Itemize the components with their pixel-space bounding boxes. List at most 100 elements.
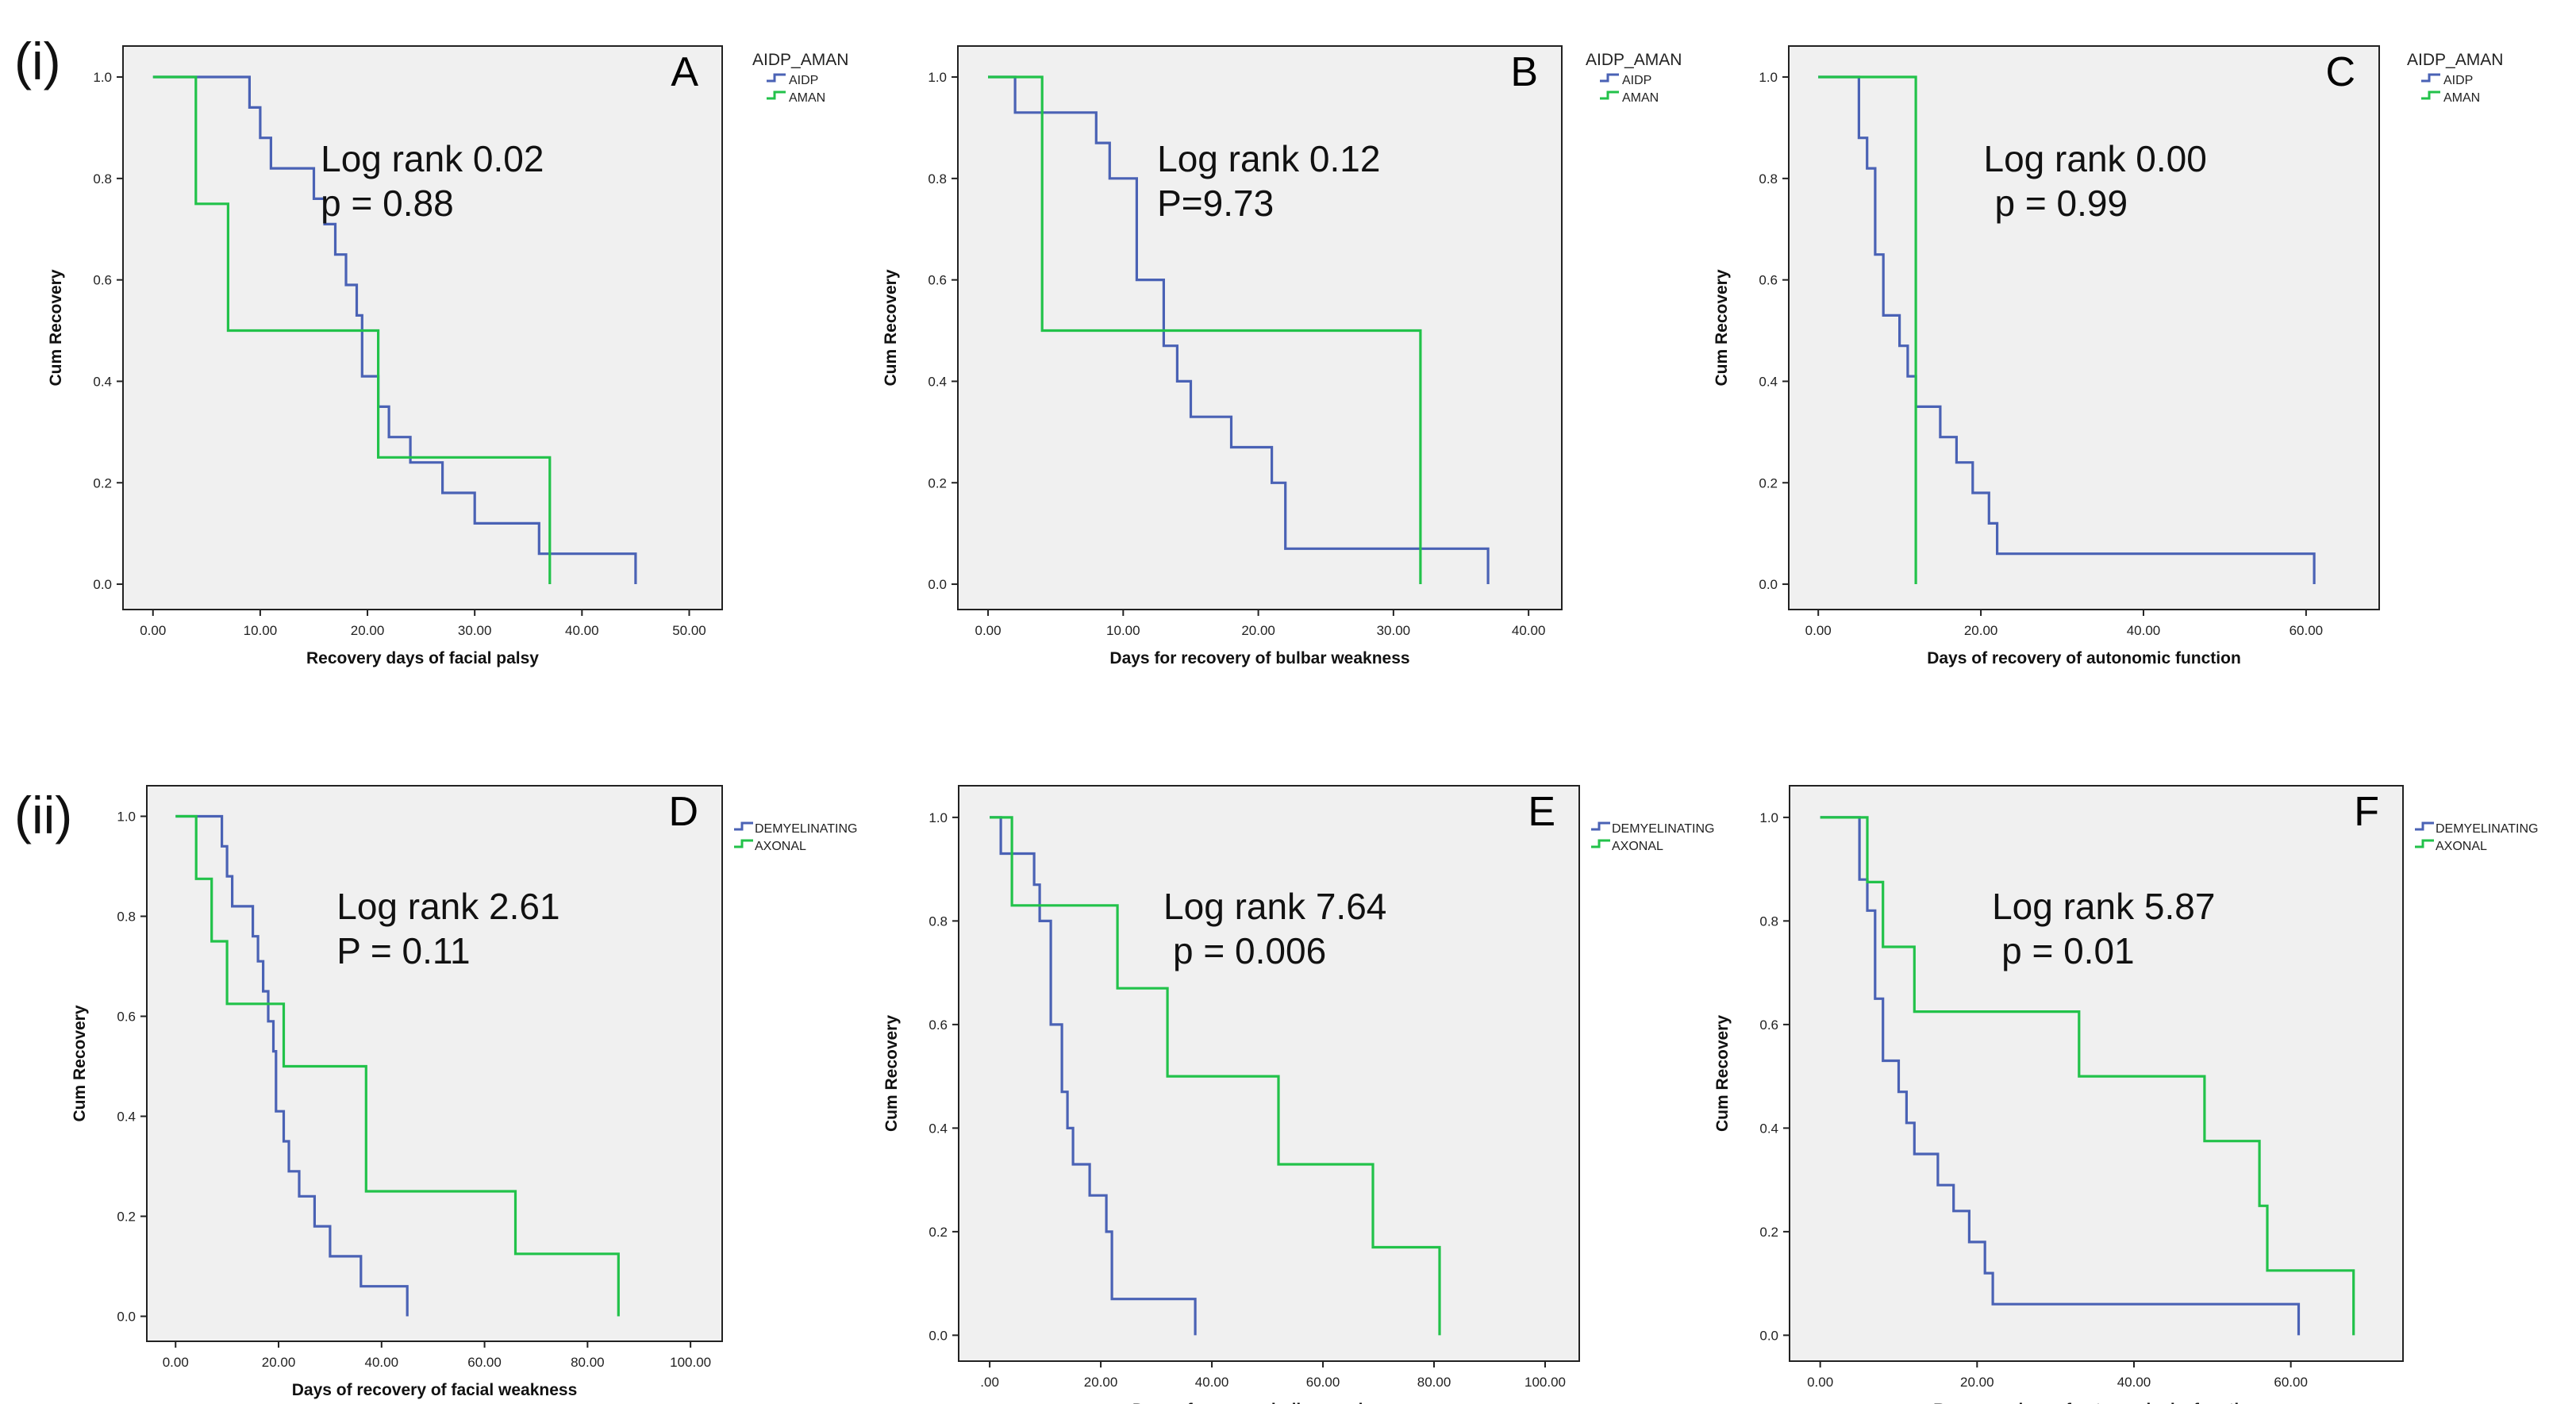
series-line-aman xyxy=(1818,75,1917,584)
panel-letter: F xyxy=(2354,789,2379,835)
chart-panels: 0.0 0.2 0.4 0.6 0.8 1.0 0.00 10.00 20.00 30.00 40.… xyxy=(47,45,2539,1404)
y-tick-label: 0.2 xyxy=(1759,1225,1778,1240)
legend: AIDP_AMAN AIDP AMAN xyxy=(2407,51,2503,105)
y-tick-label: 0.0 xyxy=(1759,577,1778,592)
y-tick-label: 0.8 xyxy=(928,171,947,187)
x-tick-label: 100.00 xyxy=(1524,1375,1566,1390)
panel-letter: E xyxy=(1528,789,1555,835)
x-tick-label: 20.00 xyxy=(1960,1375,1994,1390)
series-line-axonal xyxy=(175,814,620,1317)
y-tick-label: 1.0 xyxy=(1759,70,1778,85)
series-line-aidp xyxy=(988,75,1490,584)
y-tick-label: 0.8 xyxy=(929,914,948,929)
y-tick-label: 0.6 xyxy=(1759,1017,1778,1033)
x-tick-label: 0.00 xyxy=(1805,623,1832,638)
series-line-axonal xyxy=(990,816,1441,1336)
x-tick-label: 20.00 xyxy=(262,1355,296,1370)
y-tick-label: 0.8 xyxy=(1759,914,1778,929)
legend-item: AXONAL xyxy=(755,840,806,853)
plot-area xyxy=(1789,785,2404,1362)
x-tick-label: 40.00 xyxy=(1512,623,1546,638)
y-axis-title: Cum Recovery xyxy=(47,269,65,386)
legend: AIDP_AMAN AIDP AMAN xyxy=(752,51,848,105)
y-tick-label: 0.2 xyxy=(928,475,947,490)
legend-swatch xyxy=(2415,839,2434,848)
series-line-axonal xyxy=(1820,816,2355,1336)
legend-swatch xyxy=(1600,90,1619,100)
log-rank-stat: Log rank 0.12 xyxy=(1157,138,1380,179)
chart-panel-f: 0.0 0.2 0.4 0.6 0.8 1.0 0.00 20.00 40.00 60.00 Rec… xyxy=(1713,785,2539,1404)
series-line-demyelinating xyxy=(1820,816,2301,1336)
x-tick-label: 30.00 xyxy=(458,623,492,638)
chart-panel-c: 0.0 0.2 0.4 0.6 0.8 1.0 0.00 20.00 40.00 60.00 Day… xyxy=(1713,45,2503,667)
legend-swatch xyxy=(2421,73,2440,83)
legend-item: AIDP xyxy=(789,74,818,87)
chart-panel-e: 0.0 0.2 0.4 0.6 0.8 1.0 .00 20.00 40.00 60.00 80.0… xyxy=(882,785,1715,1404)
p-value: P = 0.11 xyxy=(336,930,470,971)
y-tick-label: 0.8 xyxy=(1759,171,1778,187)
chart-panel-a: 0.0 0.2 0.4 0.6 0.8 1.0 0.00 10.00 20.00 30.00 40.… xyxy=(47,45,848,667)
series-line-demyelinating xyxy=(990,816,1197,1336)
x-tick-label: 60.00 xyxy=(467,1355,502,1370)
legend-item: AXONAL xyxy=(2436,840,2487,853)
y-tick-label: 1.0 xyxy=(1759,810,1778,825)
y-tick-label: 0.4 xyxy=(93,374,112,389)
legend-swatch xyxy=(1591,839,1610,848)
legend-item: AMAN xyxy=(2443,91,2480,105)
chart-panel-d: 0.0 0.2 0.4 0.6 0.8 1.0 0.00 20.00 40.00 60.00 80.… xyxy=(71,785,858,1399)
x-axis-title: Recovery days of facial palsy xyxy=(306,649,539,667)
panel-letter: B xyxy=(1510,49,1538,95)
log-rank-stat: Log rank 7.64 xyxy=(1163,886,1386,927)
legend-title: AIDP_AMAN xyxy=(752,51,848,69)
y-tick-label: 1.0 xyxy=(929,810,948,825)
x-tick-label: 60.00 xyxy=(2274,1375,2308,1390)
x-tick-label: 0.00 xyxy=(140,623,166,638)
p-value: p = 0.88 xyxy=(321,183,454,224)
x-axis-title: Days for recovery of bulbar weakness xyxy=(1109,649,1409,667)
plot-area xyxy=(146,785,723,1342)
y-tick-label: 0.8 xyxy=(117,910,136,925)
y-tick-label: 0.2 xyxy=(929,1225,948,1240)
legend: DEMYELINATING AXONAL xyxy=(2415,821,2539,853)
row-label-i: (i) xyxy=(14,32,61,90)
x-tick-label: 30.00 xyxy=(1377,623,1411,638)
legend-swatch xyxy=(2415,821,2434,831)
y-tick-label: 1.0 xyxy=(928,70,947,85)
y-tick-label: 0.2 xyxy=(1759,475,1778,490)
y-tick-label: 0.6 xyxy=(93,273,112,288)
panel-letter: D xyxy=(668,789,698,835)
legend-title: AIDP_AMAN xyxy=(2407,51,2503,69)
legend-item: AIDP xyxy=(1622,74,1651,87)
y-tick-label: 0.4 xyxy=(1759,1121,1778,1136)
y-tick-label: 0.4 xyxy=(117,1110,136,1125)
y-tick-label: 0.6 xyxy=(1759,273,1778,288)
y-tick-label: 0.4 xyxy=(928,374,947,389)
legend-item: DEMYELINATING xyxy=(1612,822,1715,836)
x-tick-label: 0.00 xyxy=(163,1355,189,1370)
y-tick-label: 0.0 xyxy=(928,577,947,592)
legend-item: AIDP xyxy=(2443,74,2473,87)
log-rank-stat: Log rank 0.00 xyxy=(1984,138,2207,179)
x-tick-label: 60.00 xyxy=(2290,623,2324,638)
x-tick-label: 0.00 xyxy=(1807,1375,1833,1390)
p-value: p = 0.01 xyxy=(2001,930,2135,971)
y-tick-label: 0.0 xyxy=(93,577,112,592)
y-axis-title: Cum Recovery xyxy=(1713,269,1731,386)
y-tick-label: 0.0 xyxy=(117,1310,136,1325)
legend-item: AMAN xyxy=(1622,91,1659,105)
x-tick-label: 20.00 xyxy=(351,623,385,638)
x-tick-label: 40.00 xyxy=(2117,1375,2151,1390)
x-tick-label: 20.00 xyxy=(1241,623,1275,638)
y-tick-label: 0.8 xyxy=(93,171,112,187)
y-axis-title: Cum Recovery xyxy=(71,1005,89,1121)
legend: DEMYELINATING AXONAL xyxy=(1591,821,1715,853)
x-axis-title: Days of recovery bulbar weakness xyxy=(1132,1401,1405,1404)
y-axis-title: Cum Recovery xyxy=(1713,1015,1732,1132)
legend: AIDP_AMAN AIDP AMAN xyxy=(1586,51,1682,105)
legend: DEMYELINATING AXONAL xyxy=(734,821,858,853)
panel-letter: A xyxy=(671,49,698,95)
series-line-aman xyxy=(152,75,552,584)
legend-swatch xyxy=(1600,73,1619,83)
x-tick-label: 80.00 xyxy=(571,1355,605,1370)
